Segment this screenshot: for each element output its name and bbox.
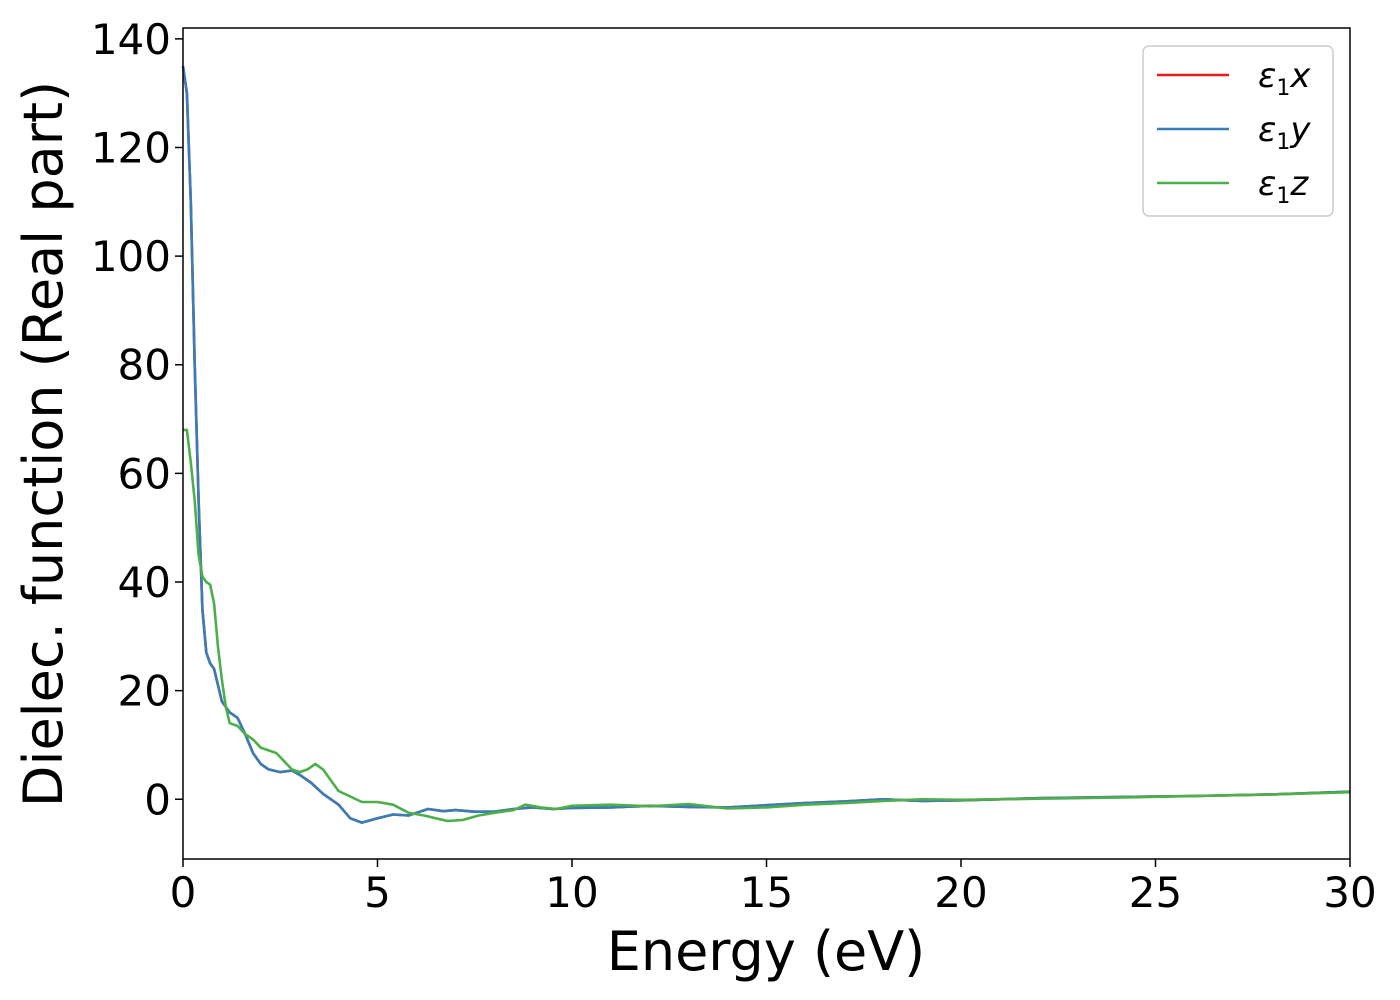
- legend-label-x: ε1x: [1258, 56, 1311, 101]
- legend: ε1x ε1y ε1z: [1142, 45, 1334, 217]
- x-tick-label: 10: [545, 868, 598, 917]
- y-tick-label: 40: [118, 558, 171, 607]
- legend-items: ε1x ε1y ε1z: [1157, 56, 1311, 209]
- y-tick-label: 140: [91, 15, 171, 64]
- y-tick-label: 100: [91, 232, 171, 281]
- x-ticks: 0 5 10 15 20 25 30: [170, 859, 1377, 917]
- y-tick-label: 60: [118, 449, 171, 498]
- x-tick-label: 20: [934, 868, 987, 917]
- x-tick-label: 0: [170, 868, 197, 917]
- x-tick-label: 25: [1129, 868, 1182, 917]
- x-tick-label: 15: [740, 868, 793, 917]
- legend-label-y: ε1y: [1258, 110, 1311, 155]
- series-line-z: [183, 428, 1351, 823]
- legend-label-z: ε1z: [1258, 164, 1309, 209]
- y-tick-label: 20: [118, 667, 171, 716]
- x-tick-label: 5: [364, 868, 391, 917]
- y-tick-label: 120: [91, 123, 171, 172]
- y-ticks: 0 20 40 60 80 100 120 140: [91, 15, 183, 824]
- series-line-y: [181, 65, 1351, 824]
- x-tick-label: 30: [1323, 868, 1376, 917]
- legend-frame: [1142, 45, 1334, 217]
- y-tick-label: 0: [144, 775, 171, 824]
- y-tick-label: 80: [118, 341, 171, 390]
- series-layer: [181, 65, 1351, 824]
- x-axis-label: Energy (eV): [607, 920, 926, 983]
- y-axis-label: Dielec. function (Real part): [12, 81, 75, 807]
